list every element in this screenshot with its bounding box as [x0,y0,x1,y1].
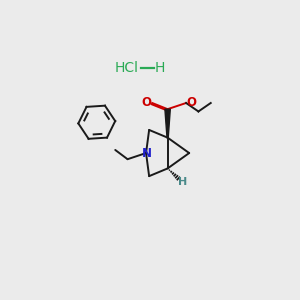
Polygon shape [165,109,170,138]
Text: HCl: HCl [115,61,139,75]
Text: H: H [155,61,165,75]
Text: N: N [142,147,152,160]
Text: O: O [187,96,196,109]
Text: H: H [178,177,187,187]
Text: O: O [142,96,152,109]
